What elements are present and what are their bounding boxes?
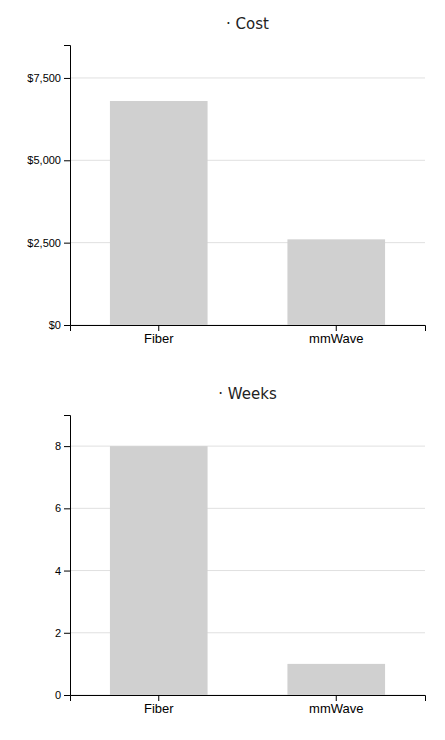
bars (110, 446, 385, 695)
tick: 2 (55, 627, 70, 639)
tick-mark (64, 325, 70, 326)
tick-mark (64, 571, 70, 572)
tick-label: mmWave (309, 331, 363, 346)
tick-label: $2,500 (27, 237, 61, 249)
tick-mark (64, 446, 70, 447)
tick: Fiber (144, 695, 174, 716)
tick-label: $5,000 (27, 154, 61, 166)
x-axis: Fiber mmWave (71, 325, 426, 346)
axis-line (64, 416, 71, 696)
tick: $2,500 (27, 237, 70, 249)
tick-mark (158, 695, 159, 701)
chart-title: · Weeks (218, 385, 277, 403)
tick: 8 (55, 440, 70, 452)
tick: $5,000 (27, 154, 70, 166)
x-axis: Fiber mmWave (71, 695, 426, 716)
tick-label: Fiber (144, 701, 174, 716)
axis-line (71, 326, 426, 332)
tick-label: mmWave (309, 701, 363, 716)
tick-label: $7,500 (27, 72, 61, 84)
tick-mark (64, 695, 70, 696)
tick: 4 (55, 565, 70, 577)
bar (110, 446, 208, 695)
tick-label: $0 (49, 319, 61, 331)
tick-mark (64, 633, 70, 634)
tick-mark (336, 695, 337, 701)
axis-line (64, 46, 71, 326)
tick: Fiber (144, 325, 174, 346)
tick-mark (64, 243, 70, 244)
bars (110, 101, 385, 325)
bar (287, 239, 385, 325)
tick-mark (158, 325, 159, 331)
tick: mmWave (309, 695, 363, 716)
tick: $0 (49, 319, 70, 331)
tick-label: 8 (55, 440, 61, 452)
y-axis: $0 $2,500 $5,000 $7,500 (27, 46, 70, 332)
tick-label: 6 (55, 502, 61, 514)
tick-label: Fiber (144, 331, 174, 346)
tick: mmWave (309, 325, 363, 346)
tick-label: 2 (55, 627, 61, 639)
tick: 0 (55, 689, 70, 701)
tick-mark (64, 508, 70, 509)
chart-panel: 0 2 4 6 8 Fiber mmWave · Weeks (55, 385, 426, 716)
grid (70, 78, 425, 325)
y-axis: 0 2 4 6 8 (55, 416, 71, 702)
bar (110, 101, 208, 325)
chart-title: · Cost (226, 15, 269, 33)
tick-label: 4 (55, 565, 61, 577)
tick: 6 (55, 502, 70, 514)
chart-panel: $0 $2,500 $5,000 $7,500 Fiber mmWave · Cost (27, 15, 425, 346)
grid (70, 446, 425, 695)
tick-label: 0 (55, 689, 61, 701)
tick-mark (64, 160, 70, 161)
tick-mark (64, 78, 70, 79)
tick: $7,500 (27, 72, 70, 84)
tick-mark (336, 325, 337, 331)
bar (287, 664, 385, 695)
axis-line (71, 696, 426, 702)
grid-line (70, 77, 425, 78)
figure: $0 $2,500 $5,000 $7,500 Fiber mmWave · Cost 0 2 4… (0, 0, 445, 740)
